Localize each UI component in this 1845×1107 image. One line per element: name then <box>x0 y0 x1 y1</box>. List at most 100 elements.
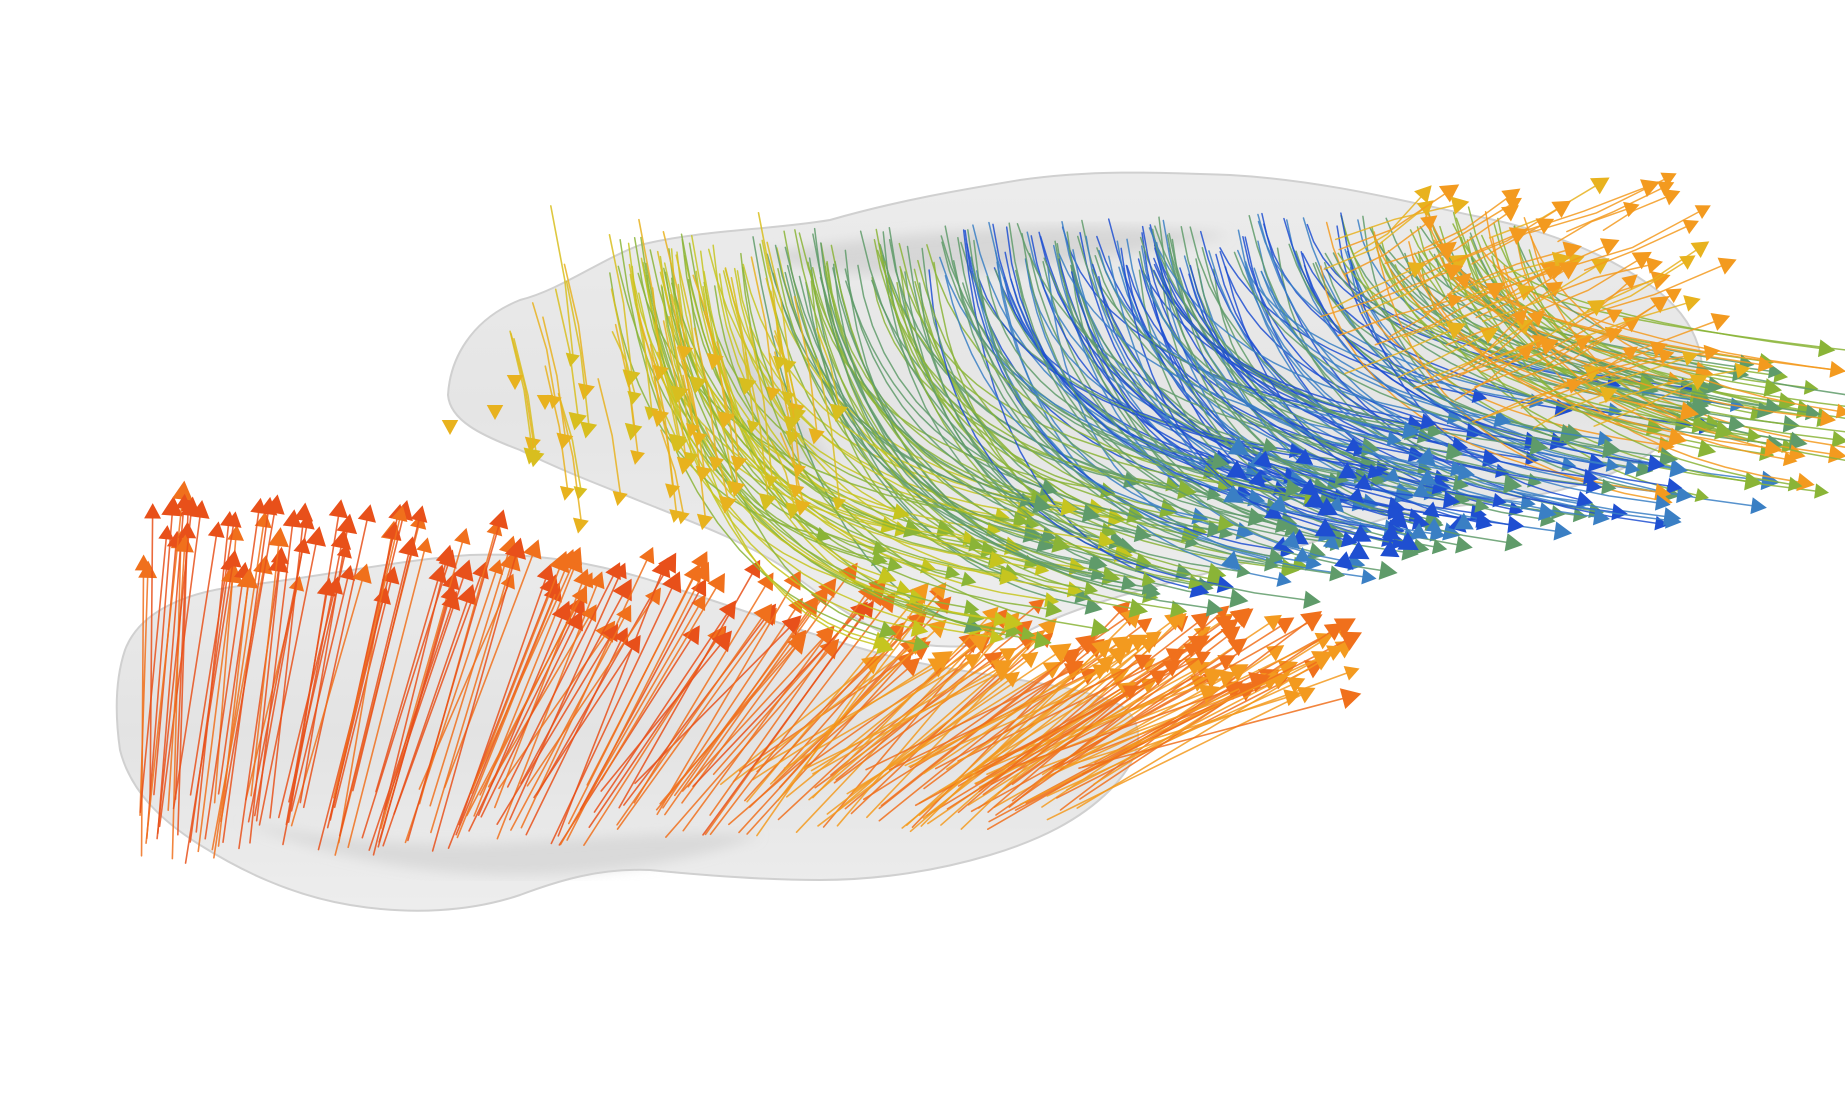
streamline <box>960 241 1362 464</box>
streamline-arrowhead <box>1599 238 1620 256</box>
streamline <box>509 330 533 450</box>
streamline <box>443 555 534 789</box>
streamline <box>333 581 392 809</box>
streamline-arrowhead <box>1820 410 1836 427</box>
streamline <box>656 351 681 439</box>
streamline-arrowhead <box>1558 261 1579 280</box>
streamline-arrowhead <box>858 600 874 619</box>
streamline-arrowhead <box>753 603 772 625</box>
streamline <box>873 239 1180 491</box>
streamline <box>593 613 728 813</box>
streamline-arrowhead <box>174 534 194 553</box>
streamline-arrowhead <box>1339 631 1362 651</box>
streamline <box>807 261 1132 609</box>
streamline-arrowhead <box>293 502 314 522</box>
streamline <box>1046 694 1302 821</box>
streamline-arrowhead <box>1566 378 1583 394</box>
streamline <box>749 326 773 477</box>
streamline <box>946 638 1151 771</box>
streamline <box>1420 235 1514 277</box>
streamline-arrowhead <box>1340 531 1358 548</box>
streamline-arrowhead <box>1787 476 1803 492</box>
streamline <box>157 507 185 835</box>
streamline <box>1137 258 1415 523</box>
streamline <box>1370 251 1444 299</box>
streamline <box>1338 193 1446 251</box>
streamline-arrowhead <box>1550 505 1566 520</box>
streamline <box>1559 357 1686 400</box>
upper-streamlines <box>609 172 1845 654</box>
streamline-arrowhead <box>1317 497 1339 516</box>
streamline <box>249 562 281 844</box>
streamline <box>1540 264 1649 299</box>
streamline-arrowhead <box>1714 420 1734 440</box>
streamline <box>1242 235 1586 478</box>
streamline <box>611 331 636 394</box>
streamline <box>139 538 167 814</box>
streamline-arrowhead <box>1640 179 1660 198</box>
streamline-arrowhead <box>968 536 984 552</box>
streamline-arrowhead <box>254 511 272 529</box>
streamline-arrowhead <box>1763 378 1783 397</box>
streamline-arrowhead <box>161 495 183 517</box>
streamline <box>918 282 1306 601</box>
streamline-arrowhead <box>1383 467 1401 483</box>
streamline-arrowhead <box>293 537 311 555</box>
streamline-arrowhead <box>1350 524 1372 542</box>
streamline-arrowhead <box>328 499 349 519</box>
streamline <box>480 626 575 818</box>
streamline <box>866 630 1046 819</box>
streamline-arrowhead <box>486 405 504 420</box>
streamline <box>973 239 1271 557</box>
streamline-arrowhead <box>651 557 671 579</box>
streamline <box>418 585 509 790</box>
streamline-arrowhead <box>624 422 643 441</box>
streamline-arrowhead <box>1694 487 1709 503</box>
streamline-arrowhead <box>1475 511 1492 528</box>
streamline <box>299 531 348 804</box>
streamline-arrowhead <box>1276 571 1292 587</box>
streamline-arrowhead <box>968 632 990 653</box>
streamline <box>204 577 244 840</box>
streamline-arrowhead <box>1781 438 1796 454</box>
streamline <box>277 591 335 819</box>
streamline-arrowhead <box>1264 502 1283 519</box>
streamline <box>681 576 848 804</box>
streamline-arrowhead <box>416 537 432 554</box>
streamline-arrowhead <box>1216 575 1235 594</box>
streamline-arrowhead <box>539 574 559 596</box>
streamline-arrowhead <box>1454 272 1472 290</box>
streamline <box>1043 257 1265 447</box>
streamline-arrowhead <box>1529 436 1549 456</box>
streamline <box>1517 324 1628 380</box>
streamline-arrowhead <box>1334 551 1354 570</box>
streamline-arrowhead <box>1107 646 1129 666</box>
streamline-arrowhead <box>1689 374 1709 391</box>
streamline-arrowhead <box>1409 522 1429 539</box>
streamline-arrowhead <box>1329 565 1346 582</box>
streamline-arrowhead <box>988 550 1007 569</box>
streamline <box>812 233 1208 609</box>
streamline <box>645 262 875 549</box>
streamline <box>600 644 721 792</box>
streamline-arrowhead <box>1445 321 1466 340</box>
streamline-arrowhead <box>1679 401 1700 421</box>
streamline <box>939 256 1292 481</box>
streamline <box>1066 660 1317 791</box>
streamline-arrowhead <box>651 409 670 428</box>
streamline-arrowhead <box>1075 634 1097 655</box>
streamline-arrowhead <box>1545 281 1564 298</box>
streamline <box>1404 213 1507 271</box>
streamline-arrowhead <box>1012 511 1029 529</box>
streamline-arrowhead <box>1638 375 1656 393</box>
streamline-arrowhead <box>1139 678 1158 694</box>
streamline <box>958 622 1171 783</box>
streamline-arrowhead <box>1387 508 1409 529</box>
streamline-arrowhead <box>1273 480 1288 495</box>
streamline <box>1094 255 1506 485</box>
streamline <box>616 617 763 826</box>
streamline-arrowhead <box>1339 688 1362 709</box>
streamline <box>664 271 1023 635</box>
streamline-arrowhead <box>1378 560 1398 580</box>
streamline-arrowhead <box>1220 550 1241 571</box>
